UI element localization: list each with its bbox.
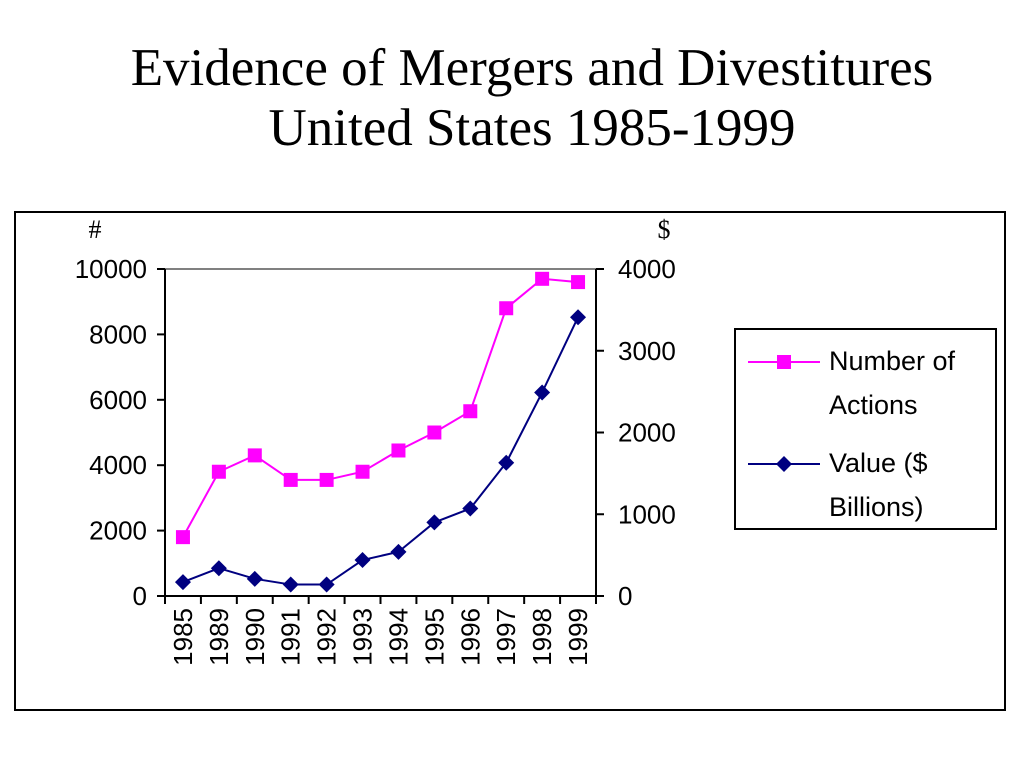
x-tick-label: 1994 xyxy=(383,608,413,666)
right-tick-label: 2000 xyxy=(618,418,676,448)
data-point xyxy=(354,552,371,569)
chart-frame xyxy=(14,211,1006,711)
left-axis-unit-label: # xyxy=(89,215,102,244)
x-tick-label: 1995 xyxy=(419,608,449,666)
data-point xyxy=(319,472,334,487)
series-2 xyxy=(174,309,587,593)
x-tick-label: 1992 xyxy=(312,608,342,666)
data-point xyxy=(534,384,551,401)
x-tick-label: 1996 xyxy=(455,608,485,666)
data-point xyxy=(211,464,226,479)
legend-layer: Number of Actions Value ($ Billions) xyxy=(734,328,997,530)
left-tick-label: 4000 xyxy=(89,450,147,480)
axes-layer: 0 2000 4000 6000 8000 10000 0 1000 2000 3000 4000 #… xyxy=(75,215,676,666)
right-tick-label: 4000 xyxy=(618,254,676,284)
x-tick-label: 1991 xyxy=(276,608,306,666)
data-point xyxy=(571,275,586,290)
x-tick-label: 1985 xyxy=(168,608,198,666)
legend-entry-label: Billions) xyxy=(829,492,924,522)
data-point xyxy=(210,560,227,577)
data-point xyxy=(391,443,406,458)
data-point xyxy=(427,425,442,440)
title-line-1: Evidence of Mergers and Divestitures xyxy=(130,39,934,97)
series-1 xyxy=(175,271,586,545)
left-tick-label: 0 xyxy=(133,581,147,611)
series-line xyxy=(182,316,579,586)
left-tick-label: 8000 xyxy=(89,319,147,349)
slide-title: Evidence of Mergers and Divestitures Uni… xyxy=(0,38,1024,158)
data-point xyxy=(570,309,587,326)
data-point xyxy=(355,464,370,479)
data-point xyxy=(462,500,479,517)
data-point xyxy=(247,448,262,463)
x-tick-label: 1999 xyxy=(563,608,593,666)
left-tick-label: 6000 xyxy=(89,385,147,415)
right-tick-label: 3000 xyxy=(618,336,676,366)
data-point xyxy=(498,454,515,471)
legend-marker xyxy=(776,456,792,472)
data-point xyxy=(318,576,335,593)
legend-entry-label: Value ($ xyxy=(829,448,928,478)
right-axis-unit-label: $ xyxy=(658,215,671,244)
data-point xyxy=(463,404,478,419)
x-tick-label: 1989 xyxy=(204,608,234,666)
right-tick-label: 0 xyxy=(618,581,632,611)
series-layer xyxy=(174,271,587,593)
data-point xyxy=(426,514,443,531)
data-point xyxy=(283,472,298,487)
x-tick-label: 1998 xyxy=(527,608,557,666)
legend-entry-label: Actions xyxy=(829,390,918,420)
data-point xyxy=(390,543,407,560)
left-tick-label: 2000 xyxy=(89,516,147,546)
x-tick-label: 1990 xyxy=(240,608,270,666)
legend-entry-label: Number of xyxy=(829,346,956,376)
data-point xyxy=(282,576,299,593)
legend-marker xyxy=(777,355,791,369)
data-point xyxy=(535,271,550,286)
left-tick-label: 10000 xyxy=(75,254,147,284)
legend-box xyxy=(734,328,997,530)
title-line-2: United States 1985-1999 xyxy=(268,99,796,157)
x-tick-label: 1997 xyxy=(491,608,521,666)
x-tick-label: 1993 xyxy=(348,608,378,666)
data-point xyxy=(246,570,263,587)
data-point xyxy=(499,301,514,316)
right-tick-label: 1000 xyxy=(618,499,676,529)
data-point xyxy=(175,530,190,545)
series-line xyxy=(182,277,579,538)
data-point xyxy=(174,574,191,591)
